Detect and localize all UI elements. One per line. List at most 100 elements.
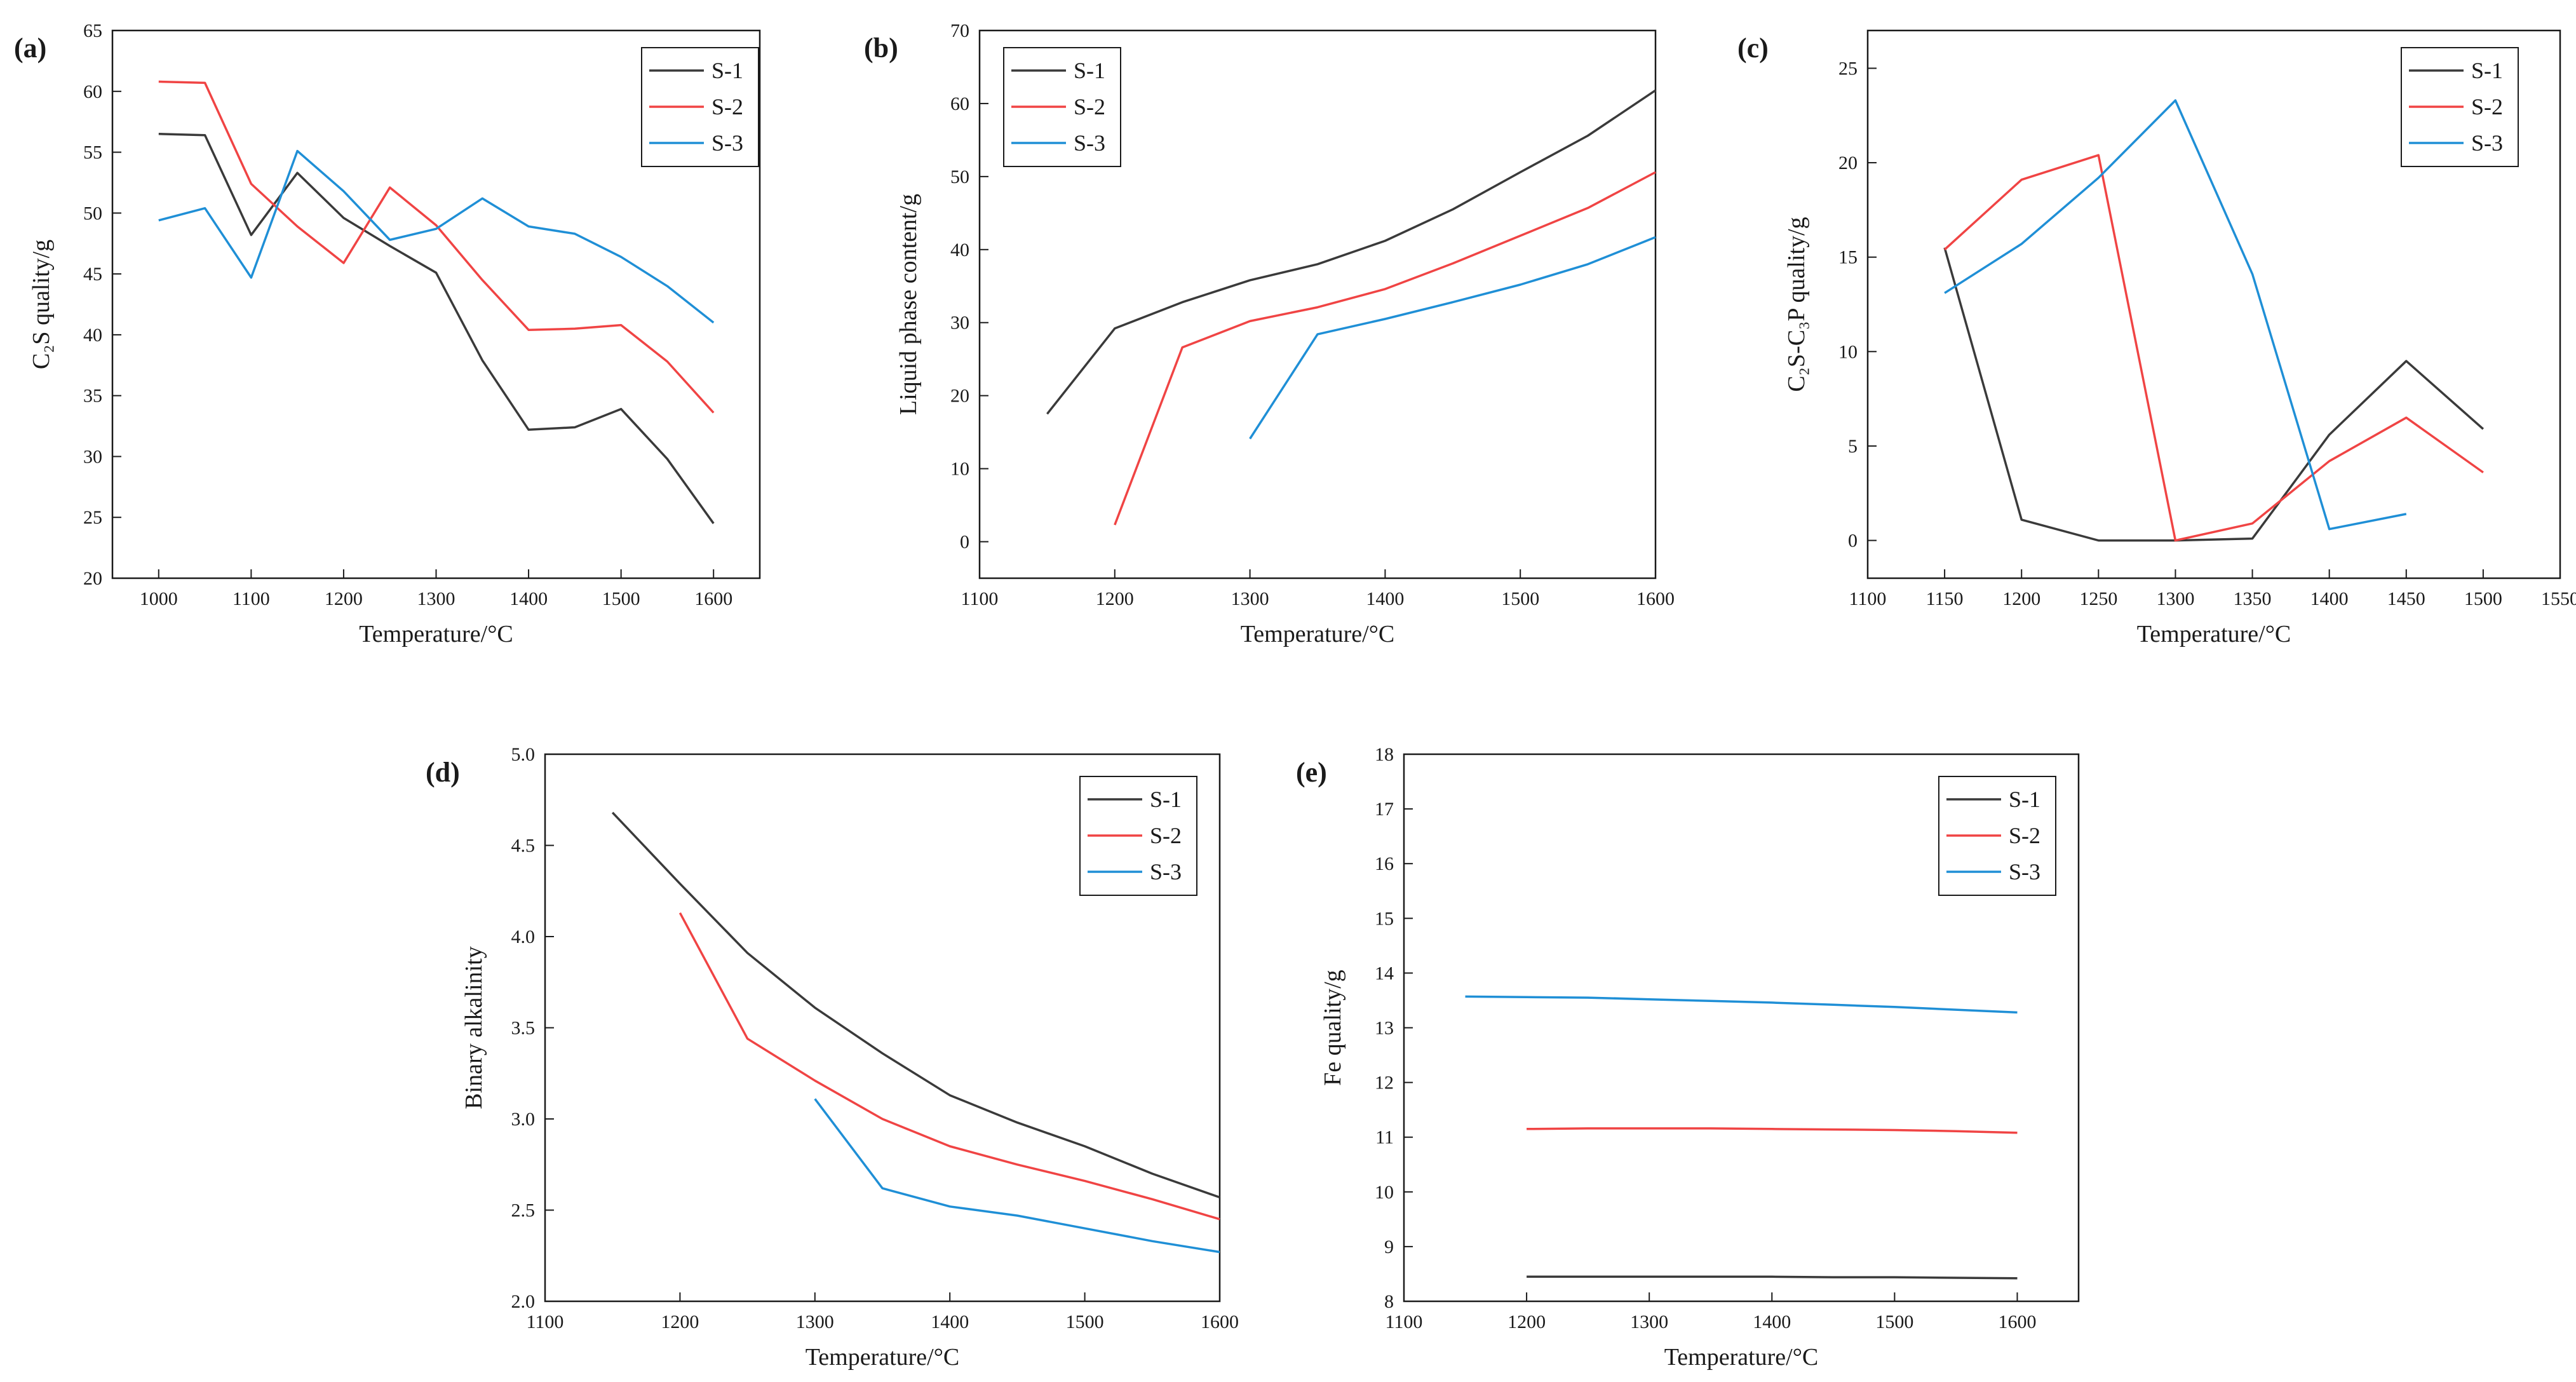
- y-tick-label-b: 10: [950, 459, 969, 480]
- panel-label-b: (b): [864, 32, 898, 64]
- x-axis-title-d: Temperature/°C: [806, 1344, 960, 1371]
- legend-label-d-s-3: S-3: [1150, 859, 1182, 884]
- y-tick-label-a: 40: [83, 325, 102, 346]
- legend-label-a-s-1: S-1: [711, 58, 743, 83]
- x-tick-label-e: 1500: [1875, 1311, 1913, 1332]
- y-tick-label-c: 25: [1838, 58, 1858, 79]
- panel-label-e: (e): [1296, 757, 1327, 788]
- y-tick-label-b: 20: [950, 386, 969, 407]
- series-line-d-s-2: [678, 912, 1220, 1221]
- y-tick-label-c: 10: [1838, 341, 1858, 362]
- x-tick-label-d: 1500: [1066, 1311, 1104, 1332]
- y-tick-label-e: 16: [1375, 853, 1394, 874]
- y-tick-label-a: 25: [83, 507, 102, 528]
- x-tick-label-d: 1400: [931, 1311, 969, 1332]
- legend-c: S-1 S-2 S-3: [2401, 47, 2519, 167]
- legend-label-b-s-3: S-3: [1074, 130, 1105, 156]
- x-tick-label-a: 1000: [140, 588, 178, 609]
- x-axis-title-e: Temperature/°C: [1664, 1344, 1819, 1371]
- y-tick-label-c: 20: [1838, 152, 1858, 173]
- y-tick-label-c: 15: [1838, 247, 1858, 268]
- legend-label-e-s-1: S-1: [2009, 787, 2040, 812]
- x-tick-label-e: 1200: [1507, 1311, 1546, 1332]
- y-tick-label-e: 18: [1375, 744, 1394, 765]
- series-line-d-s-1: [611, 811, 1220, 1199]
- x-tick-label-b: 1400: [1366, 588, 1404, 609]
- panel-label-c: (c): [1737, 32, 1769, 64]
- series-line-c-s-1: [1943, 247, 2485, 542]
- y-tick-label-e: 15: [1375, 908, 1394, 929]
- y-tick-label-d: 3.0: [511, 1109, 536, 1130]
- x-tick-label-c: 1550: [2541, 588, 2576, 609]
- x-tick-label-c: 1450: [2387, 588, 2425, 609]
- series-line-a-s-1: [158, 133, 715, 524]
- x-tick-label-d: 1100: [527, 1311, 564, 1332]
- x-tick-label-c: 1500: [2464, 588, 2502, 609]
- legend-label-a-s-2: S-2: [711, 94, 743, 119]
- y-tick-label-a: 30: [83, 446, 102, 467]
- y-tick-label-d: 5.0: [511, 744, 536, 765]
- panel-label-a: (a): [14, 32, 46, 64]
- series-line-b-s-3: [1249, 236, 1656, 440]
- y-tick-label-e: 11: [1375, 1127, 1394, 1148]
- y-tick-label-e: 14: [1375, 963, 1394, 984]
- series-line-e-s-2: [1527, 1127, 2018, 1134]
- y-tick-label-b: 0: [960, 532, 969, 553]
- y-axis-title-a: C₂S quality/g: [28, 240, 55, 369]
- x-tick-label-b: 1100: [961, 588, 999, 609]
- legend-d: S-1 S-2 S-3: [1079, 776, 1197, 896]
- y-tick-label-b: 40: [950, 240, 969, 261]
- y-axis-title-c: C₂S-C₃P quality/g: [1783, 217, 1810, 391]
- series-line-b-s-2: [1114, 171, 1656, 525]
- x-axis-title-c: Temperature/°C: [2137, 621, 2291, 647]
- legend-label-e-s-3: S-3: [2009, 859, 2040, 884]
- legend-label-a-s-3: S-3: [711, 130, 743, 156]
- y-tick-label-d: 3.5: [511, 1018, 536, 1039]
- x-tick-label-e: 1100: [1386, 1311, 1423, 1332]
- x-tick-label-a: 1400: [509, 588, 548, 609]
- x-tick-label-a: 1200: [325, 588, 363, 609]
- x-tick-label-b: 1200: [1096, 588, 1134, 609]
- x-tick-label-c: 1350: [2234, 588, 2272, 609]
- chart-d: (d) 1100 1200 1300 1400 1500 1600 2.0 2.5 3.0 3.5 4…: [426, 744, 1239, 1371]
- x-tick-label-a: 1600: [694, 588, 732, 609]
- legend-label-c-s-1: S-1: [2471, 58, 2503, 83]
- panel-label-d: (d): [426, 757, 460, 788]
- x-axis-title-b: Temperature/°C: [1241, 621, 1395, 647]
- x-tick-label-a: 1100: [233, 588, 270, 609]
- x-tick-label-e: 1600: [1998, 1311, 2036, 1332]
- x-tick-label-c: 1100: [1849, 588, 1887, 609]
- y-tick-label-a: 35: [83, 386, 102, 407]
- chart-e: (e) 1100 1200 1300 1400 1500 1600 8 9 10 11 12 13 14 1…: [1296, 744, 2080, 1371]
- chart-a: (a) 1000 1100 1200 1300 1400 1500 1600 20 25 30 35 4…: [14, 20, 761, 647]
- legend-label-b-s-2: S-2: [1074, 94, 1105, 119]
- y-tick-label-d: 4.5: [511, 836, 536, 857]
- x-axis-title-a: Temperature/°C: [359, 621, 513, 647]
- x-tick-label-a: 1300: [417, 588, 455, 609]
- series-line-d-s-3: [814, 1098, 1220, 1254]
- legend-a: S-1 S-2 S-3: [641, 47, 759, 167]
- x-tick-label-c: 1150: [1926, 588, 1964, 609]
- series-line-b-s-1: [1046, 89, 1656, 415]
- chart-b: (b) 1100 1200 1300 1400 1500 1600 0 10 20 30 40 50 60…: [864, 20, 1675, 647]
- y-tick-label-a: 45: [83, 264, 102, 285]
- legend-label-d-s-2: S-2: [1150, 823, 1182, 848]
- legend-label-e-s-2: S-2: [2009, 823, 2040, 848]
- y-tick-label-d: 2.0: [511, 1291, 536, 1312]
- y-tick-label-e: 10: [1375, 1182, 1394, 1203]
- y-tick-label-e: 9: [1384, 1236, 1394, 1257]
- legend-e: S-1 S-2 S-3: [1938, 776, 2056, 896]
- y-tick-label-c: 0: [1848, 531, 1858, 552]
- x-tick-label-b: 1500: [1501, 588, 1539, 609]
- y-tick-label-b: 70: [950, 20, 969, 41]
- x-tick-label-e: 1400: [1753, 1311, 1791, 1332]
- series-line-e-s-1: [1527, 1275, 2018, 1280]
- x-tick-label-e: 1300: [1630, 1311, 1668, 1332]
- y-tick-label-e: 17: [1375, 799, 1394, 820]
- y-tick-label-e: 8: [1384, 1291, 1394, 1312]
- series-line-c-s-3: [1944, 99, 2407, 531]
- y-axis-title-b: Liquid phase content/g: [895, 194, 922, 415]
- x-tick-label-a: 1500: [602, 588, 640, 609]
- plot-frame-b: [978, 29, 1657, 579]
- x-tick-label-b: 1300: [1231, 588, 1269, 609]
